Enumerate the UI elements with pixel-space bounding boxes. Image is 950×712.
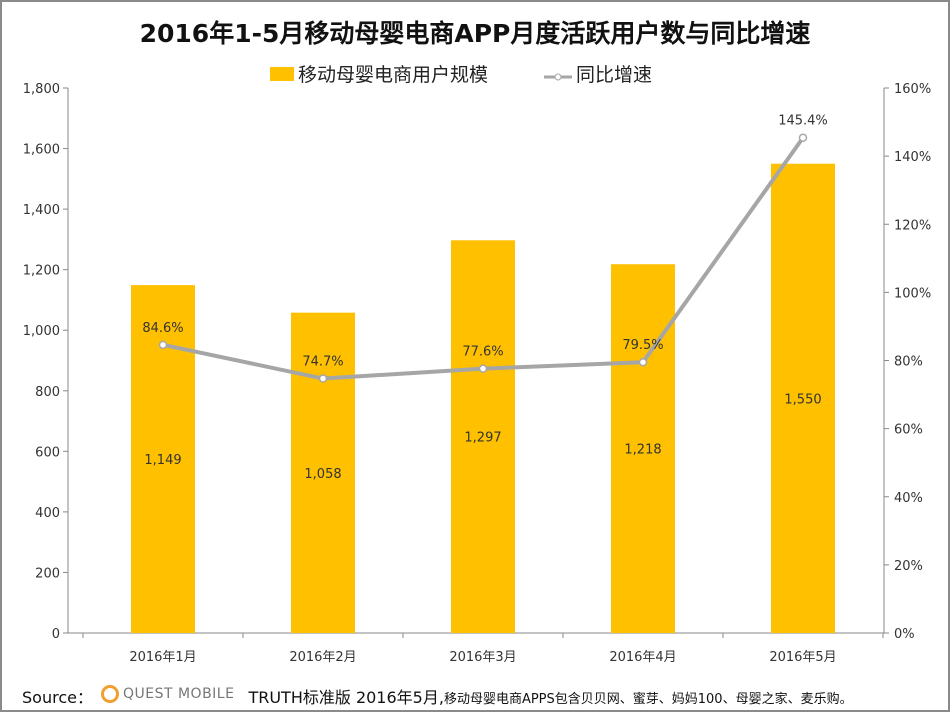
chart-title: 2016年1-5月移动母婴电商APP月度活跃用户数与同比增速 <box>139 19 811 48</box>
legend-line-swatch <box>544 67 573 81</box>
logo-text: QUEST MOBILE <box>122 686 235 702</box>
bar <box>451 240 515 633</box>
line-point <box>798 133 808 142</box>
x-tick-label: 2016年1月 <box>129 650 196 665</box>
legend-bar-label: 移动母婴电商用户规模 <box>298 64 489 86</box>
line-label: 74.7% <box>302 355 343 370</box>
y-tick-label: 1,800 <box>23 82 60 97</box>
y-tick-label: 1,400 <box>23 203 60 218</box>
x-tick-label: 2016年3月 <box>449 650 516 665</box>
line-label: 145.4% <box>778 114 828 129</box>
y-tick-label: 800 <box>35 385 60 400</box>
line-label: 77.6% <box>462 345 503 360</box>
bar-label: 1,218 <box>624 443 661 458</box>
y-tick-label: 600 <box>35 445 60 460</box>
bar-label: 1,550 <box>784 392 821 407</box>
legend-line-label: 同比增速 <box>576 64 653 86</box>
y2-tick-label: 120% <box>894 218 931 233</box>
footer-main: TRUTH标准版 2016年5月, <box>248 688 444 707</box>
y-tick-label: 200 <box>35 566 60 581</box>
legend: 移动母婴电商用户规模 同比增速 <box>270 60 652 87</box>
bar <box>291 312 355 633</box>
bar <box>611 264 675 633</box>
footer-note: 移动母婴电商APPS包含贝贝网、蜜芽、妈妈100、母婴之家、麦乐购。 <box>443 692 853 707</box>
y-tick-label: 400 <box>35 506 60 521</box>
y2-tick-label: 140% <box>894 150 931 165</box>
source-label: Source： <box>22 688 93 707</box>
line-point <box>318 374 328 383</box>
y2-tick-label: 40% <box>894 491 923 506</box>
bar-label: 1,149 <box>144 453 181 468</box>
line-label: 79.5% <box>622 338 663 353</box>
x-tick-label: 2016年2月 <box>289 650 356 665</box>
line-point <box>478 364 488 373</box>
bar-label: 1,058 <box>304 467 341 482</box>
y-tick-label: 1,000 <box>23 324 60 339</box>
y2-tick-label: 60% <box>894 423 923 438</box>
legend-bar-swatch <box>270 66 294 81</box>
y2-tick-label: 80% <box>894 355 923 370</box>
line-label: 84.6% <box>142 321 183 336</box>
bar <box>771 163 835 633</box>
x-tick-label: 2016年4月 <box>609 650 676 665</box>
x-tick-label: 2016年5月 <box>769 650 836 665</box>
y2-tick-label: 100% <box>894 286 931 301</box>
y2-tick-label: 20% <box>894 559 923 574</box>
footer: Source： QUEST MOBILE TRUTH标准版 2016年5月, 移… <box>22 684 853 708</box>
y-tick-label: 0 <box>52 627 60 642</box>
line-point <box>638 357 648 367</box>
y-tick-label: 1,600 <box>23 143 60 158</box>
y-tick-label: 1,200 <box>23 264 60 279</box>
line-point <box>158 340 168 350</box>
y2-tick-label: 0% <box>894 627 915 642</box>
quest-mobile-icon <box>100 685 119 703</box>
y2-tick-label: 160% <box>894 82 931 97</box>
quest-mobile-logo: QUEST MOBILE <box>100 685 235 703</box>
bar-label: 1,297 <box>464 431 501 446</box>
